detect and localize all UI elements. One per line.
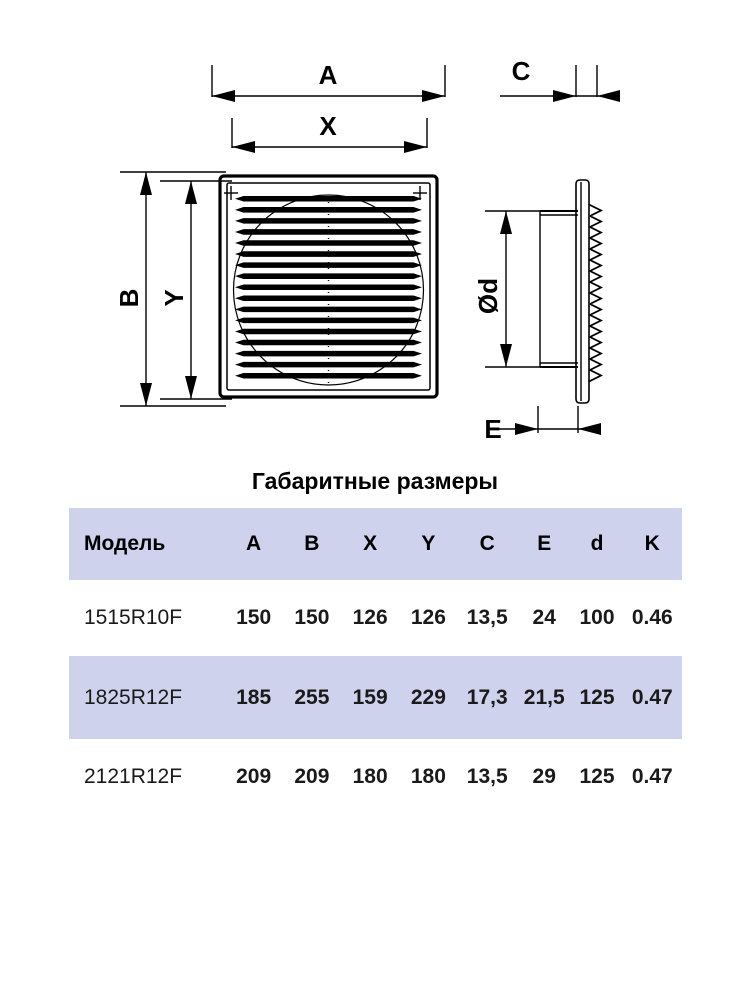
svg-text:X: X: [319, 111, 337, 141]
svg-text:A: A: [319, 60, 338, 90]
svg-text:C: C: [512, 56, 531, 86]
svg-text:Ød: Ød: [473, 278, 503, 314]
svg-text:E: E: [484, 414, 501, 444]
svg-text:Y: Y: [159, 289, 189, 306]
svg-text:B: B: [114, 289, 144, 308]
